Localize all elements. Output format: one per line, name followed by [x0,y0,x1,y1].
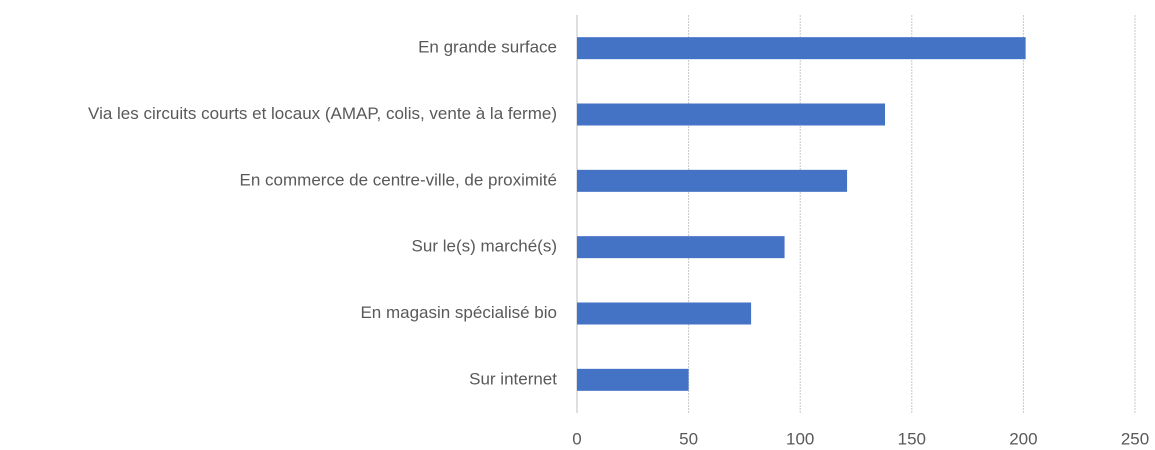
bar [577,103,886,126]
x-tick-label: 100 [786,429,814,448]
y-tick-label: Sur internet [469,369,557,388]
bar [577,302,752,325]
bar [577,368,689,391]
bar [577,236,785,259]
y-tick-label: Via les circuits courts et locaux (AMAP,… [88,104,557,123]
bar [577,37,1026,60]
x-tick-label: 150 [898,429,926,448]
x-tick-label: 250 [1121,429,1149,448]
y-tick-label: En grande surface [418,38,557,57]
x-tick-label: 200 [1009,429,1037,448]
x-tick-label: 0 [572,429,581,448]
y-tick-label: En magasin spécialisé bio [360,303,557,322]
x-tick-label: 50 [679,429,698,448]
bar [577,169,848,192]
y-tick-label: En commerce de centre-ville, de proximit… [240,170,557,189]
y-tick-label: Sur le(s) marché(s) [412,237,557,256]
